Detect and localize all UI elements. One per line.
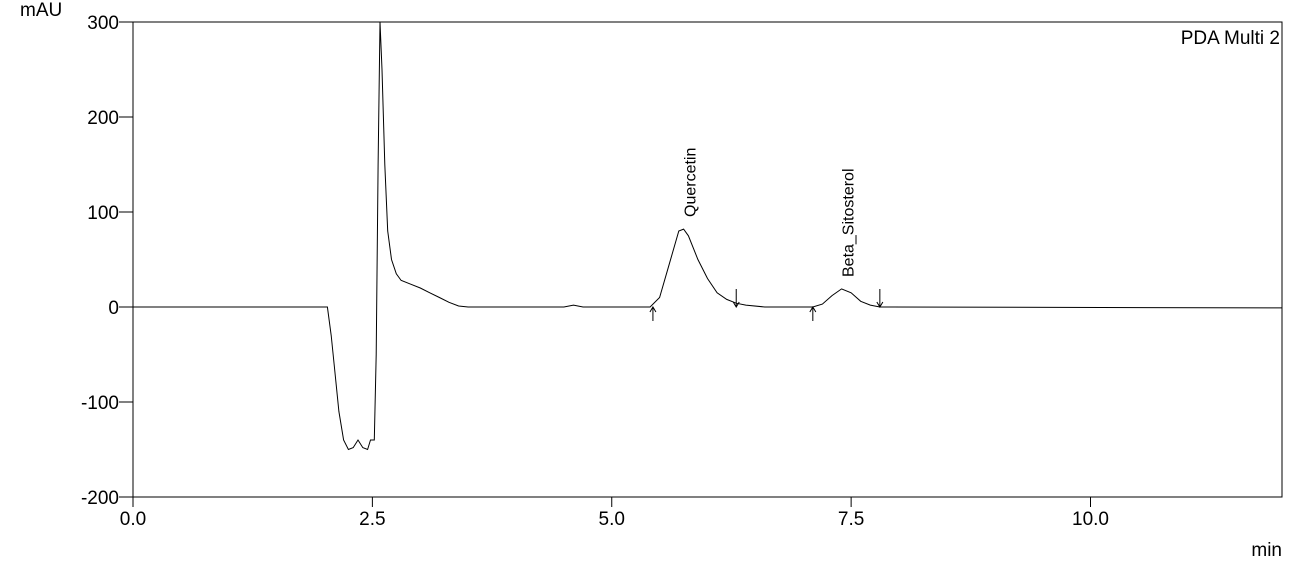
x-tick-label: 7.5 bbox=[838, 509, 864, 530]
x-axis-label: min bbox=[1251, 540, 1282, 561]
y-tick-label: -200 bbox=[81, 488, 119, 509]
plot-frame bbox=[132, 21, 1283, 498]
y-axis-unit: mAU bbox=[20, 0, 62, 21]
trace bbox=[133, 21, 1283, 451]
x-tick-label: 0.0 bbox=[120, 509, 146, 530]
y-tick-label: 300 bbox=[87, 13, 119, 34]
peak-label: Beta_Sitosterol bbox=[841, 168, 858, 277]
x-tick-label: 10.0 bbox=[1072, 509, 1109, 530]
x-tick-label: 5.0 bbox=[599, 509, 625, 530]
y-tick-label: 0 bbox=[108, 298, 119, 319]
y-tick-label: -100 bbox=[81, 393, 119, 414]
peak-end-marker bbox=[876, 289, 884, 308]
annotation: PDA Multi 2 bbox=[1181, 28, 1280, 49]
peak-start-marker bbox=[809, 306, 817, 321]
peak-label: Quercetin bbox=[683, 148, 700, 217]
y-tick-label: 200 bbox=[87, 108, 119, 129]
peak-end-marker bbox=[732, 289, 740, 308]
peak-start-marker bbox=[649, 306, 657, 321]
y-tick-label: 100 bbox=[87, 203, 119, 224]
x-tick-label: 2.5 bbox=[359, 509, 385, 530]
